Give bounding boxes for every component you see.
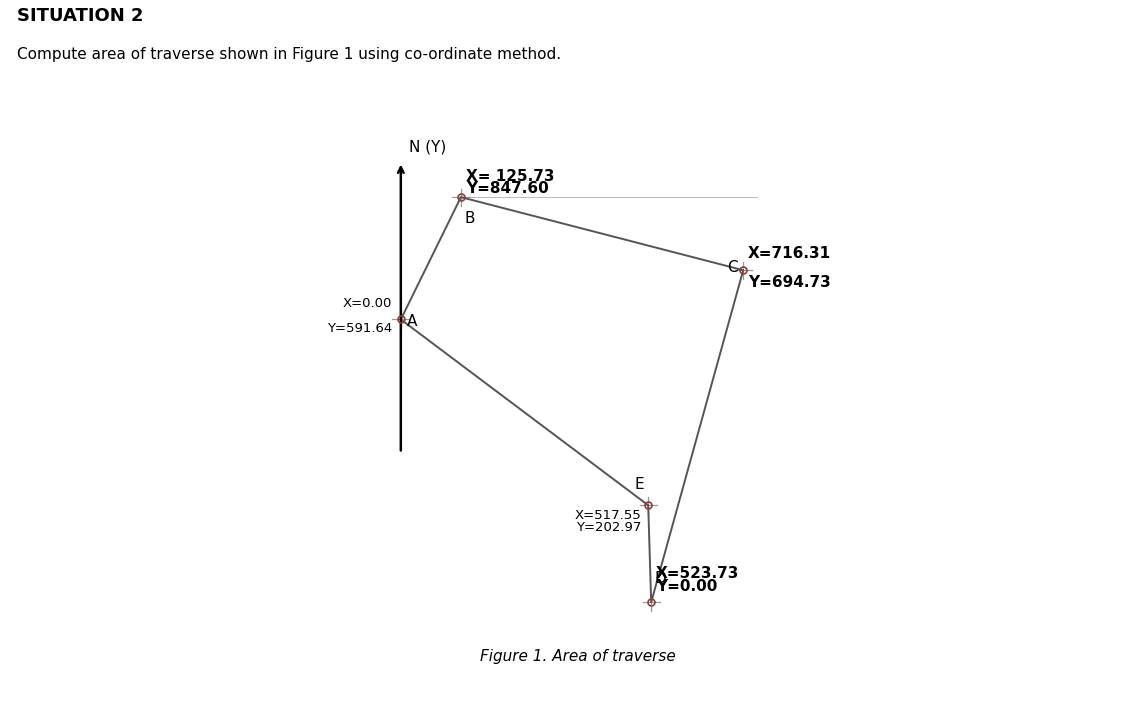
Text: X= 125.73: X= 125.73: [466, 168, 555, 184]
Text: Y=591.64: Y=591.64: [327, 322, 393, 335]
Text: Figure 1. Area of traverse: Figure 1. Area of traverse: [479, 650, 675, 665]
Text: Compute area of traverse shown in Figure 1 using co-ordinate method.: Compute area of traverse shown in Figure…: [17, 47, 561, 62]
Text: Y=0.00: Y=0.00: [656, 579, 718, 594]
Text: Y=847.60: Y=847.60: [466, 181, 549, 196]
Text: Y=694.73: Y=694.73: [748, 275, 830, 290]
Text: E: E: [634, 477, 645, 492]
Text: X=0.00: X=0.00: [343, 297, 393, 310]
Text: N (Y): N (Y): [410, 140, 447, 155]
Text: X=517.55: X=517.55: [575, 509, 641, 522]
Text: D: D: [655, 571, 667, 586]
Text: SITUATION 2: SITUATION 2: [17, 7, 143, 25]
Text: Y=202.97: Y=202.97: [576, 521, 641, 534]
Text: X=716.31: X=716.31: [748, 246, 831, 261]
Text: X=523.73: X=523.73: [656, 566, 739, 581]
Text: C: C: [727, 260, 738, 275]
Text: B: B: [465, 212, 475, 227]
Text: A: A: [406, 314, 417, 329]
